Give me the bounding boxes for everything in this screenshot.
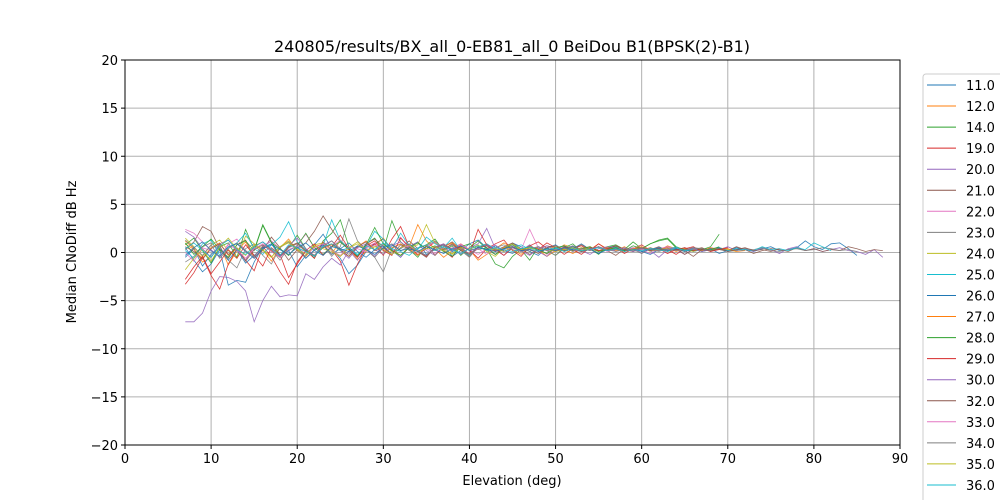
series-line-36.0 — [185, 239, 694, 258]
legend-label: 20.0 — [966, 163, 995, 178]
legend-label: 35.0 — [966, 458, 995, 473]
legend-label: 25.0 — [966, 268, 995, 283]
series-line-29.0 — [184, 228, 728, 280]
x-tick-label: 40 — [461, 452, 478, 467]
x-tick-label: 90 — [892, 452, 909, 467]
legend-label: 24.0 — [966, 247, 995, 262]
legend-label: 29.0 — [966, 353, 995, 368]
legend-label: 34.0 — [966, 437, 995, 452]
x-tick-label: 80 — [806, 452, 823, 467]
x-tick-label: 70 — [720, 452, 737, 467]
y-tick-label: 0 — [110, 247, 118, 262]
y-tick-label: 15 — [101, 102, 118, 117]
legend-label: 14.0 — [966, 121, 995, 136]
chart-title: 240805/results/BX_all_0-EB81_all_0 BeiDo… — [274, 37, 750, 57]
y-tick-label: −15 — [91, 391, 118, 406]
legend-label: 21.0 — [966, 184, 995, 199]
y-tick-label: 20 — [101, 54, 118, 69]
y-tick-label: 5 — [110, 198, 118, 213]
y-axis-label: Median CNoDiff dB Hz — [65, 180, 80, 323]
x-tick-label: 50 — [547, 452, 564, 467]
plot-area — [184, 215, 884, 324]
series-line-28.0 — [184, 224, 720, 258]
x-axis-label: Elevation (deg) — [462, 474, 561, 489]
legend-label: 36.0 — [966, 479, 995, 494]
legend-label: 23.0 — [966, 226, 995, 241]
y-tick-label: −20 — [91, 439, 118, 454]
legend-label: 33.0 — [966, 416, 995, 431]
y-tick-label: −10 — [91, 343, 118, 358]
series-line-37.0 — [185, 241, 573, 259]
legend-label: 32.0 — [966, 395, 995, 410]
legend-box — [922, 73, 1000, 500]
series-line-35.0 — [184, 237, 591, 271]
legend-label: 11.0 — [966, 79, 995, 94]
y-axis: 20 15 10 5 0 −5 −10 −15 −20 — [91, 54, 125, 454]
x-tick-label: 10 — [203, 452, 220, 467]
legend-label: 30.0 — [966, 374, 995, 389]
x-axis: 0 10 20 30 40 50 60 70 80 90 — [121, 445, 908, 467]
legend-label: 26.0 — [966, 290, 995, 305]
x-tick-label: 30 — [375, 452, 392, 467]
y-tick-label: 10 — [101, 150, 118, 165]
legend-label: 22.0 — [966, 205, 995, 220]
x-tick-label: 20 — [289, 452, 306, 467]
legend: 11.0 12.0 14.0 19.0 20.0 21.0 22.0 23.0 24.0 25.0… — [922, 73, 1000, 500]
series-line-34.0 — [185, 239, 711, 261]
x-tick-label: 60 — [633, 452, 650, 467]
legend-label: 19.0 — [966, 142, 995, 157]
legend-label: 28.0 — [966, 332, 995, 347]
legend-label: 27.0 — [966, 311, 995, 326]
x-tick-label: 0 — [121, 452, 129, 467]
y-tick-label: −5 — [99, 295, 118, 310]
legend-label: 12.0 — [966, 100, 995, 115]
